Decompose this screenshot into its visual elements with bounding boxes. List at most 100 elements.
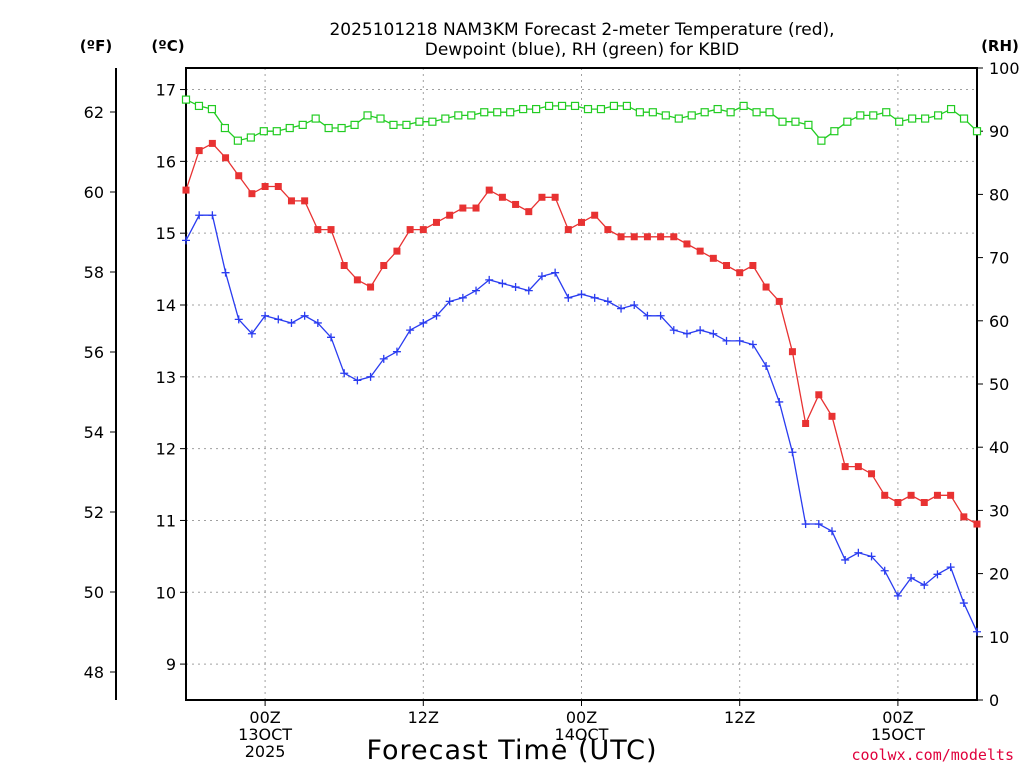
data-point-marker	[972, 127, 982, 136]
data-point-marker	[415, 117, 424, 126]
data-point-marker	[591, 211, 599, 219]
data-point-marker	[402, 120, 411, 129]
data-point-marker	[327, 226, 335, 234]
data-point-marker	[234, 315, 243, 324]
x-tick-label: 12Z	[724, 708, 755, 727]
data-point-marker	[246, 133, 255, 142]
data-point-marker	[441, 114, 450, 123]
data-point-marker	[393, 247, 401, 255]
x-tick-label: 15OCT	[871, 725, 925, 744]
data-point-marker	[459, 204, 467, 212]
data-point-marker	[419, 318, 428, 327]
data-point-marker	[815, 391, 823, 399]
data-point-marker	[920, 581, 929, 590]
data-point-marker	[841, 463, 849, 471]
data-point-marker	[920, 499, 928, 506]
data-point-marker	[432, 218, 440, 226]
data-point-marker	[472, 204, 480, 212]
rh-tick-label: 50	[989, 375, 1009, 394]
data-point-marker	[869, 111, 878, 120]
data-point-marker	[630, 301, 639, 309]
data-point-marker	[817, 136, 826, 145]
data-point-marker	[511, 283, 520, 292]
celsius-tick-label: 17	[156, 81, 176, 100]
plot-frame	[185, 67, 978, 701]
data-point-marker	[313, 318, 322, 327]
rh-tick-label: 40	[989, 438, 1009, 457]
data-point-marker	[933, 570, 942, 579]
celsius-tick-label: 9	[166, 655, 176, 674]
data-point-marker	[301, 197, 309, 205]
data-point-marker	[480, 108, 489, 117]
data-point-marker	[194, 101, 204, 111]
fahrenheit-tick-label: 54	[84, 423, 104, 442]
data-point-marker	[366, 372, 375, 381]
data-point-marker	[432, 311, 441, 320]
data-point-marker	[287, 197, 295, 205]
series-2-meter-temperature	[182, 139, 981, 528]
data-point-marker	[182, 236, 190, 245]
x-tick-label: 12Z	[408, 708, 439, 727]
data-point-marker	[389, 120, 398, 129]
data-point-marker	[657, 233, 665, 241]
data-point-marker	[485, 186, 493, 194]
data-point-marker	[882, 108, 891, 117]
celsius-tick-label: 10	[156, 583, 176, 602]
data-point-marker	[350, 120, 359, 129]
data-point-marker	[682, 329, 691, 338]
data-point-marker	[181, 95, 191, 104]
data-point-marker	[512, 200, 520, 208]
rh-tick-label: 90	[989, 122, 1009, 141]
data-point-marker	[376, 114, 385, 123]
data-point-marker	[635, 108, 644, 117]
data-point-marker	[648, 108, 657, 117]
data-point-marker	[261, 183, 269, 190]
data-point-marker	[749, 262, 757, 269]
data-point-marker	[454, 111, 463, 120]
data-point-marker	[921, 114, 930, 123]
celsius-tick-label: 14	[156, 296, 176, 315]
data-point-marker	[247, 329, 256, 338]
series-dewpoint	[182, 211, 981, 636]
data-point-marker	[959, 114, 969, 123]
data-point-marker	[337, 123, 346, 133]
data-point-marker	[379, 354, 388, 363]
data-point-marker	[406, 226, 414, 234]
fahrenheit-tick-label: 60	[84, 183, 104, 202]
data-point-marker	[893, 591, 902, 600]
data-point-marker	[419, 226, 427, 234]
credit-text: coolwx.com/modelts	[851, 746, 1014, 764]
data-point-marker	[881, 491, 889, 499]
series-layer	[181, 95, 982, 636]
data-point-marker	[830, 127, 839, 136]
data-point-marker	[519, 104, 528, 114]
data-point-marker	[960, 513, 968, 521]
x-tick-label: 2025	[245, 742, 286, 761]
data-point-marker	[208, 211, 217, 220]
data-point-marker	[532, 104, 541, 114]
data-point-marker	[713, 104, 722, 114]
data-point-marker	[564, 226, 572, 234]
data-point-marker	[590, 293, 599, 302]
data-point-marker	[933, 111, 943, 120]
data-point-marker	[801, 520, 810, 529]
x-tick-label: 00Z	[249, 708, 280, 727]
gridlines	[186, 68, 977, 700]
data-point-marker	[498, 279, 507, 288]
data-point-marker	[272, 127, 281, 136]
data-point-marker	[735, 336, 744, 345]
data-point-marker	[661, 111, 670, 120]
data-point-marker	[609, 101, 619, 111]
data-point-marker	[687, 111, 696, 120]
rh-tick-label: 20	[989, 565, 1009, 584]
data-point-marker	[274, 315, 283, 324]
data-point-marker	[748, 340, 757, 349]
data-point-marker	[907, 491, 915, 499]
data-point-marker	[551, 268, 560, 277]
data-point-marker	[274, 183, 282, 190]
rh-tick-label: 10	[989, 628, 1009, 647]
data-point-marker	[856, 111, 865, 120]
data-point-marker	[300, 311, 309, 320]
data-point-marker	[314, 226, 322, 234]
